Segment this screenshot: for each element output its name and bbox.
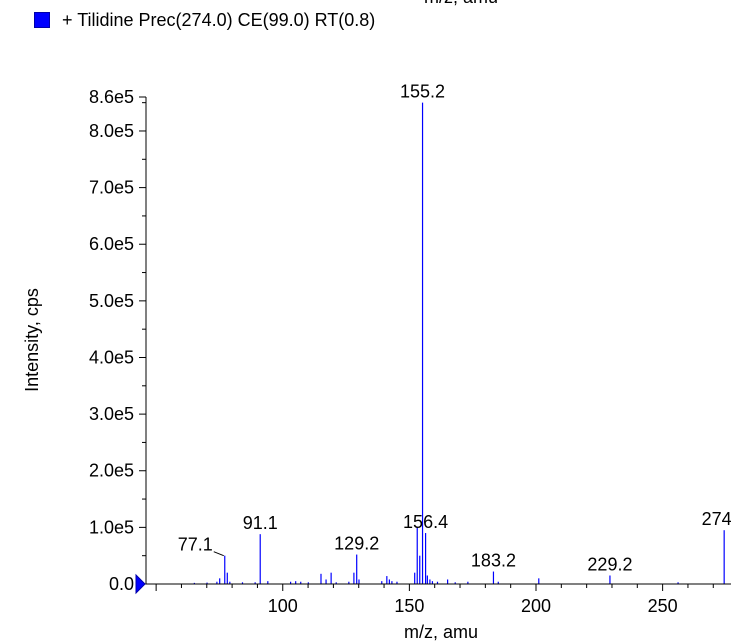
x-tick-label: 150 — [394, 596, 424, 616]
y-tick-label: 8.6e5 — [89, 87, 134, 107]
peak-label: 229.2 — [587, 555, 632, 575]
y-tick-label: 7.0e5 — [89, 178, 134, 198]
peak-label: 274.3 — [702, 509, 731, 529]
annotation-leader — [214, 552, 224, 556]
x-tick-label: 100 — [268, 596, 298, 616]
peak-label: 129.2 — [334, 534, 379, 554]
y-tick-label: 3.0e5 — [89, 404, 134, 424]
x-axis-label: m/z, amu — [404, 622, 478, 642]
baseline-marker — [136, 575, 145, 593]
spectrum-peaks — [194, 103, 724, 584]
y-tick-label: 5.0e5 — [89, 291, 134, 311]
y-axis-ticks: 0.0 1.0e5 2.0e5 3.0e5 4.0e5 5.0e5 6.0e5 7.0e5 8.… — [89, 87, 146, 594]
x-tick-label: 250 — [648, 596, 678, 616]
peak-label: 155.2 — [400, 82, 445, 102]
y-axis-label: Intensity, cps — [22, 288, 42, 392]
y-tick-label: 4.0e5 — [89, 347, 134, 367]
peak-label: 156.4 — [403, 512, 448, 532]
y-tick-label: 1.0e5 — [89, 517, 134, 537]
x-tick-label: 200 — [521, 596, 551, 616]
peak-label: 183.2 — [471, 551, 516, 571]
y-tick-label: 0.0 — [109, 574, 134, 594]
x-axis-ticks: 100 150 200 250 — [156, 584, 713, 616]
peak-label: 77.1 — [178, 535, 213, 555]
y-tick-label: 8.0e5 — [89, 121, 134, 141]
y-tick-label: 6.0e5 — [89, 234, 134, 254]
y-tick-label: 2.0e5 — [89, 461, 134, 481]
peak-annotations: 155.2 91.1 129.2 156.4 183.2 229.2 274.3 77.1 — [178, 82, 731, 575]
peak-label: 91.1 — [243, 513, 278, 533]
